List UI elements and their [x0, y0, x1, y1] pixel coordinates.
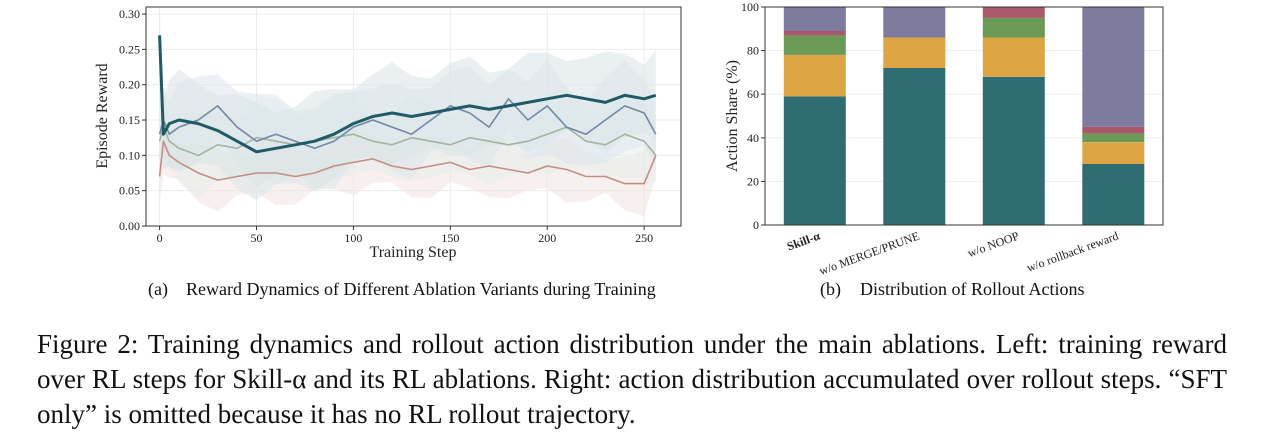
- subcaption-a-text: Reward Dynamics of Different Ablation Va…: [186, 279, 656, 299]
- y-tick-label: 60: [747, 87, 759, 101]
- x-tick-label: 100: [344, 231, 362, 245]
- figure-canvas: 0 50 100 150 200 250 0.000.050.100.150.200.25…: [94, 0, 1164, 300]
- y-tick-label: 0.00: [119, 219, 140, 233]
- bar-segment: [783, 55, 846, 97]
- y-axis-label: Episode Reward: [94, 63, 111, 168]
- subcaption-a-tag: (a): [148, 279, 168, 300]
- figure-caption-text: Training dynamics and rollout action dis…: [37, 329, 1228, 429]
- y-tick-label: 100: [741, 0, 759, 14]
- action-distribution-chart: 0 20 40 60 80 100 Skill-αw/o MERGE/PRUNE w/o N…: [724, 0, 1164, 300]
- y-ticks: 0.00 0.05 0.10 0.15 0.20 0.25 0.30: [119, 7, 146, 233]
- bar-segment: [982, 7, 1045, 18]
- y-tick-label: 0.10: [119, 148, 140, 162]
- bar-segment: [982, 37, 1045, 77]
- y-tick-label: 0.15: [119, 113, 140, 127]
- bar-segment: [783, 31, 846, 36]
- y-axis-label: Action Share (%): [724, 60, 741, 172]
- bar-segment: [1082, 142, 1145, 164]
- bar-segment: [883, 68, 946, 225]
- y-tick-label: 0.25: [119, 42, 140, 56]
- series-line-1: [158, 126, 657, 157]
- y-tick-label: 0.05: [119, 184, 140, 198]
- y-tick-label: 0.20: [119, 78, 140, 92]
- x-ticks: Skill-αw/o MERGE/PRUNE w/o NOOP w/o rollba…: [785, 229, 1120, 278]
- subcaption-b-text: Distribution of Rollout Actions: [860, 279, 1085, 299]
- bar-segment: [783, 7, 846, 31]
- bar-segment: [883, 7, 946, 38]
- series-band-3: [159, 7, 656, 201]
- bar-segment: [1082, 133, 1145, 143]
- series-line-0: [158, 140, 657, 185]
- y-tick-label: 0.30: [119, 7, 140, 21]
- x-tick-label: w/o MERGE/PRUNE: [817, 229, 921, 278]
- x-tick-label: w/o NOOP: [966, 229, 1022, 261]
- bar-segment: [783, 35, 846, 55]
- bar-segment: [1082, 164, 1145, 225]
- x-tick-label: 0: [157, 231, 163, 245]
- reward-dynamics-chart: 0 50 100 150 200 250 0.00 0.05 0.10 0.15 0.20 0.25…: [94, 6, 682, 300]
- plot-frame: [764, 6, 1164, 226]
- x-tick-label: 250: [635, 231, 653, 245]
- figure-label: Figure 2:: [37, 329, 139, 359]
- stacked-bars: [783, 7, 1145, 226]
- bar-segment: [783, 96, 846, 226]
- y-tick-label: 80: [747, 44, 759, 58]
- series-line-3: [158, 35, 657, 154]
- bar-segment: [1082, 126, 1145, 134]
- series-lines: [158, 35, 657, 185]
- bar-segment: [982, 17, 1045, 38]
- bar-segment: [982, 76, 1045, 225]
- subcaption-b-tag: (b): [820, 279, 841, 300]
- y-tick-label: 0: [753, 218, 759, 232]
- x-tick-label: 150: [441, 231, 459, 245]
- x-tick-label: 200: [538, 231, 556, 245]
- figure-caption: Figure 2: Training dynamics and rollout …: [37, 327, 1227, 432]
- bar-segment: [1082, 7, 1145, 127]
- y-ticks: 0 20 40 60 80 100: [741, 0, 765, 232]
- x-tick-label: 50: [250, 231, 262, 245]
- x-tick-label: w/o rollback reward: [1025, 229, 1121, 275]
- x-axis-label: Training Step: [370, 244, 457, 261]
- y-tick-label: 40: [747, 131, 759, 145]
- plot-frame: [145, 6, 682, 227]
- x-tick-label: Skill-α: [785, 229, 822, 254]
- series-line-2: [158, 98, 657, 150]
- bar-segment: [883, 37, 946, 68]
- series-bands: [159, 7, 656, 217]
- y-tick-label: 20: [747, 174, 759, 188]
- x-ticks: 0 50 100 150 200 250: [157, 226, 653, 245]
